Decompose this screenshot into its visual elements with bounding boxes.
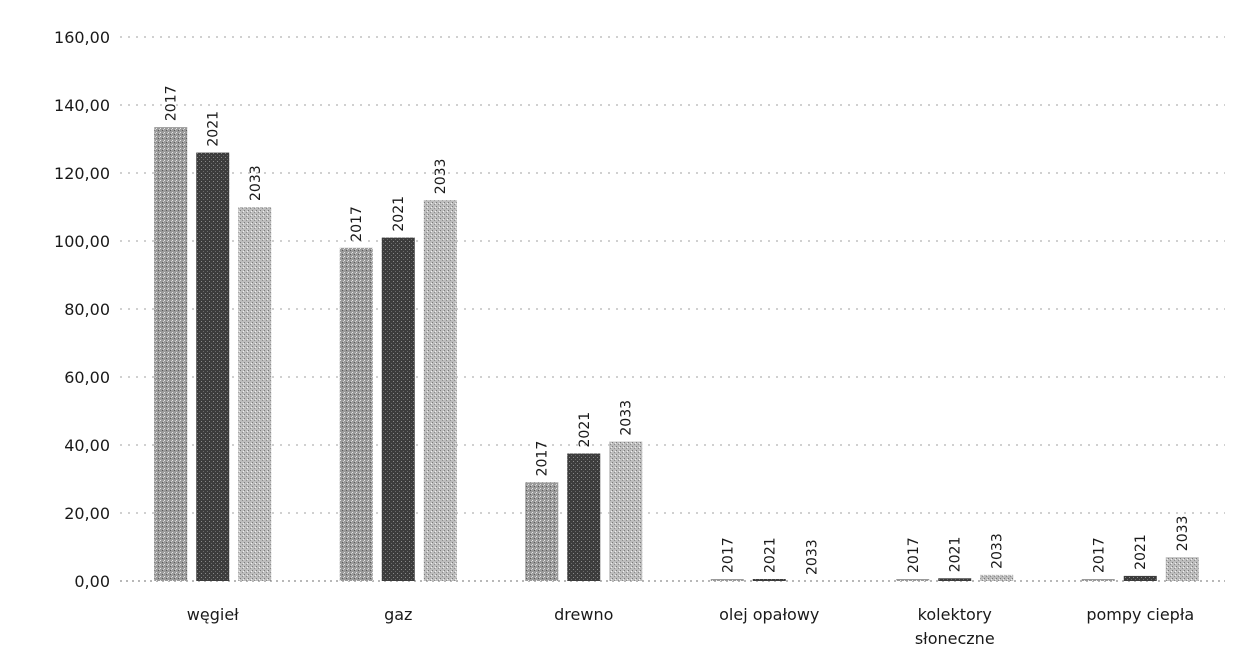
bar-label: 2017 [906,537,922,573]
bar-label: 2017 [1091,537,1107,573]
gridlines [120,36,1225,582]
bar-2033 [423,200,457,581]
y-tick-label: 100,00 [54,232,110,251]
bar-label: 2033 [619,400,635,436]
bar-label: 2033 [804,539,820,575]
y-tick-label: 120,00 [54,164,110,183]
bar-2017 [710,579,744,581]
x-category-label: olej opałowy [719,605,819,624]
bar-2017 [154,127,188,581]
bar-label: 2033 [1175,516,1191,552]
x-category-label: drewno [554,605,613,624]
y-tick-label: 60,00 [64,368,110,387]
bar-2033 [1165,557,1199,581]
bar-label: 2021 [577,412,593,448]
bar-label: 2021 [391,196,407,232]
bar-label: 2017 [720,537,736,573]
bar-labels: 2017 2021 2033 2017 2021 2033 2017 2021 2033 2017… [164,85,1192,575]
x-category-label: kolektory [918,605,992,624]
bar-2033 [609,441,643,581]
bar-label: 2021 [948,537,964,573]
bar-label: 2033 [990,533,1006,569]
y-axis-ticks: 0,00 20,00 40,00 60,00 80,00 100,00 120,00 140,… [54,28,110,591]
y-tick-label: 20,00 [64,504,110,523]
bar-label: 2021 [1133,534,1149,570]
bar-2017 [896,579,930,581]
bar-2033 [238,207,272,581]
bar-2017 [339,247,373,582]
y-tick-label: 80,00 [64,300,110,319]
y-tick-label: 140,00 [54,96,110,115]
y-tick-label: 0,00 [74,572,110,591]
bar-label: 2021 [762,537,778,573]
bar-label: 2017 [164,85,180,121]
bar-2017 [1081,579,1115,581]
bar-label: 2033 [433,159,449,195]
bar-2021 [752,579,786,581]
bar-2021 [381,237,415,581]
x-category-label: pompy ciepła [1086,605,1194,624]
bar-2021 [196,152,230,581]
x-axis-categories: węgieł gaz drewno olej opałowy kolektory słon… [187,605,1194,648]
bar-2033 [980,574,1014,581]
x-category-label: słoneczne [915,629,995,648]
y-tick-label: 40,00 [64,436,110,455]
bar-label: 2033 [248,165,264,201]
x-category-label: węgieł [187,605,239,624]
bar-label: 2017 [349,206,365,242]
bar-2017 [525,482,559,581]
bar-label: 2021 [206,111,222,147]
bar-2021 [1123,575,1157,581]
bar-2021 [567,453,601,581]
y-tick-label: 160,00 [54,28,110,47]
x-category-label: gaz [384,605,412,624]
bar-label: 2017 [535,441,551,477]
bars [154,127,1199,582]
bar-2021 [938,578,972,581]
